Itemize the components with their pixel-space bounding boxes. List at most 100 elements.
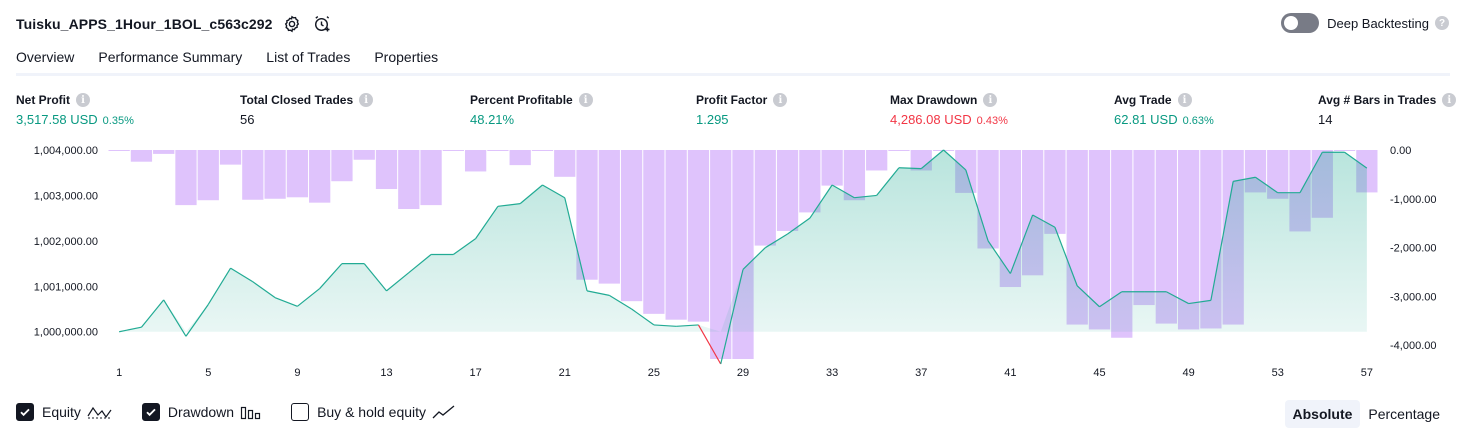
legend-drawdown[interactable]: Drawdown (141, 403, 262, 421)
x-tick-label: 41 (1004, 367, 1016, 379)
equity-drawdown-chart[interactable]: 1,000,000.00 1,001,000.00 1,002,000.00 1,00… (0, 140, 1466, 390)
equity-segment (742, 247, 766, 270)
y-left-tick-label: 1,001,000.00 (34, 281, 98, 293)
x-tick-label: 29 (737, 367, 749, 379)
info-icon[interactable]: i (1442, 93, 1457, 107)
settings-icon[interactable] (281, 13, 303, 35)
equity-segment (230, 267, 254, 283)
info-icon[interactable]: i (76, 93, 90, 107)
equity-segment (1188, 299, 1211, 305)
drawdown-bar (576, 150, 598, 280)
equity-segment (319, 263, 343, 289)
drawdown-bar (331, 150, 353, 182)
drawdown-bar (799, 150, 821, 213)
equity-segment (1255, 176, 1279, 194)
info-icon[interactable]: i (1177, 93, 1192, 107)
metric-profit-factor: Profit Factor i 1.295 (696, 93, 788, 127)
equity-segment (831, 184, 855, 199)
equity-segment (854, 194, 877, 199)
equity-segment (386, 272, 410, 292)
info-icon[interactable]: i (983, 93, 998, 107)
equity-checkbox[interactable] (16, 403, 34, 421)
equity-segment (1344, 151, 1368, 169)
y-right-tick-label: -4,000.00 (1390, 340, 1436, 352)
drawdown-bar (487, 150, 509, 151)
metric-value: 1.295 (696, 112, 729, 127)
drawdown-bar (1044, 150, 1066, 234)
percentage-button[interactable]: Percentage (1368, 406, 1440, 422)
tab-overview[interactable]: Overview (16, 44, 75, 76)
x-tick-label: 5 (205, 367, 211, 379)
absolute-button[interactable]: Absolute (1284, 400, 1361, 428)
equity-segment (1076, 285, 1100, 308)
equity-segment (1210, 181, 1234, 301)
info-icon[interactable]: i (578, 93, 593, 107)
equity-segment (140, 299, 165, 328)
equity-segment (1099, 291, 1123, 308)
equity-segment (1299, 151, 1323, 193)
x-tick-label: 13 (380, 367, 392, 379)
y-left-tick-label: 1,002,000.00 (34, 236, 98, 248)
drawdown-bar (197, 150, 219, 201)
drawdown-bar (153, 150, 175, 154)
drawdown-bar (554, 150, 576, 177)
equity-segment (1233, 176, 1256, 182)
drawdown-bar (1111, 150, 1133, 338)
tab-list-of-trades[interactable]: List of Trades (266, 49, 351, 65)
drawdown-bar (309, 150, 331, 203)
y-left-tick-label: 1,004,000.00 (34, 145, 98, 157)
tab-performance-summary[interactable]: Performance Summary (98, 49, 243, 65)
tab-properties[interactable]: Properties (374, 49, 439, 65)
drawdown-bar (353, 150, 375, 160)
drawdown-bar (509, 150, 531, 166)
metric-value: 62.81 USD (1114, 112, 1178, 127)
deep-backtesting-toggle[interactable] (1281, 13, 1320, 33)
equity-segment (207, 267, 232, 305)
x-tick-label: 17 (470, 367, 482, 379)
x-tick-label: 25 (648, 367, 660, 379)
drawdown-bar (108, 150, 130, 151)
equity-segment (764, 233, 788, 249)
metric-value: 14 (1318, 112, 1333, 127)
deep-backtesting: Deep Backtesting ? (1281, 13, 1449, 33)
help-icon[interactable]: ? (1435, 16, 1449, 30)
drawdown-bar (1333, 150, 1356, 151)
metric-label: Total Closed Trades (240, 93, 354, 107)
x-tick-label: 33 (826, 367, 838, 379)
toggle-knob (1284, 16, 1299, 30)
strategy-header: Tuisku_APPS_1Hour_1BOL_c563c292 (16, 12, 333, 36)
info-icon[interactable]: i (773, 93, 788, 107)
buy-hold-checkbox[interactable] (291, 403, 310, 421)
drawdown-bar (219, 150, 242, 165)
info-icon[interactable]: i (359, 93, 374, 107)
drawdown-bar (420, 150, 442, 206)
x-tick-label: 37 (915, 367, 927, 379)
deep-backtesting-label: Deep Backtesting (1327, 15, 1429, 31)
legend-buy-hold[interactable]: Buy & hold equity (291, 403, 456, 421)
x-tick-label: 1 (116, 367, 122, 379)
equity-segment (943, 149, 967, 171)
drawdown-bar (531, 150, 554, 151)
metric-percent: 0.43% (976, 115, 1008, 127)
equity-segment (787, 217, 811, 235)
drawdown-bar (1177, 150, 1200, 330)
drawdown-bars-icon (240, 404, 262, 420)
equity-segment (564, 197, 588, 291)
add-alert-icon[interactable] (311, 13, 333, 35)
drawdown-bar (175, 150, 197, 206)
metric-value: 3,517.58 USD (16, 112, 98, 127)
y-axis-right: 0.00 -1,000.00 -2,000.00 -3,000.00 -4,000.00 (1390, 145, 1436, 352)
drawdown-bar (821, 150, 843, 186)
drawdown-bar (665, 150, 687, 320)
metric-label: Max Drawdown (890, 93, 978, 107)
y-left-tick-label: 1,000,000.00 (34, 327, 98, 339)
equity-segment (1054, 227, 1078, 287)
drawdown-bars (108, 150, 1378, 359)
drawdown-checkbox[interactable] (141, 403, 160, 421)
drawdown-bar (888, 150, 910, 151)
tabs-divider (16, 73, 1450, 76)
equity-segment (274, 297, 298, 307)
legend-equity[interactable]: Equity (16, 403, 113, 421)
buy-hold-line-icon (432, 404, 456, 420)
drawdown-bar (754, 150, 776, 246)
